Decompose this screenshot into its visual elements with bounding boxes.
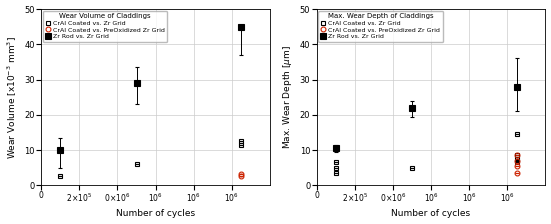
Legend: CrAl Coated vs. Zr Grid, CrAl Coated vs. PreOxidized Zr Grid, Zr Rod vs. Zr Grid: CrAl Coated vs. Zr Grid, CrAl Coated vs.… — [43, 11, 168, 42]
Legend: CrAl Coated vs. Zr Grid, CrAl Coated vs. PreOxidized Zr Grid, Zr Rod vs. Zr Grid: CrAl Coated vs. Zr Grid, CrAl Coated vs.… — [318, 11, 443, 42]
Y-axis label: Max. Wear Depth [$\mu$m]: Max. Wear Depth [$\mu$m] — [281, 45, 294, 149]
Y-axis label: Wear Volume [x10$^{-3}$ mm$^3$]: Wear Volume [x10$^{-3}$ mm$^3$] — [6, 36, 19, 159]
X-axis label: Number of cycles: Number of cycles — [116, 209, 195, 218]
X-axis label: Number of cycles: Number of cycles — [391, 209, 471, 218]
